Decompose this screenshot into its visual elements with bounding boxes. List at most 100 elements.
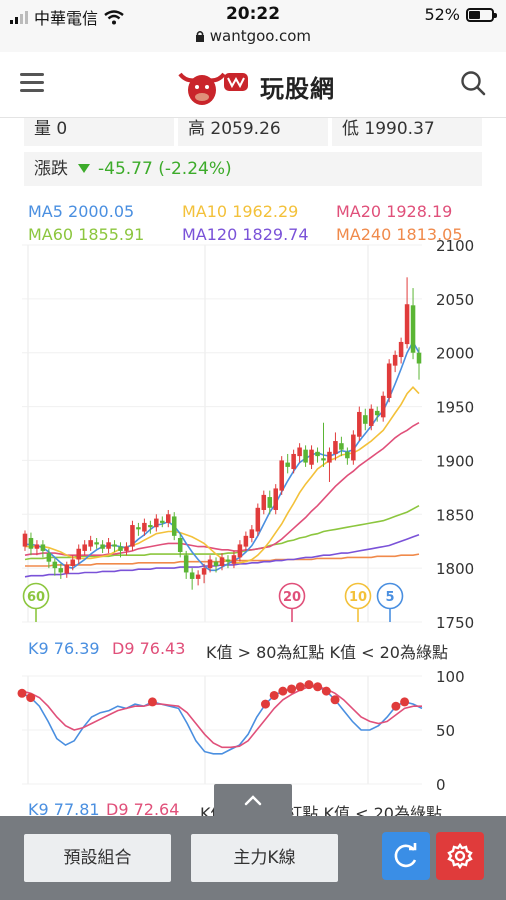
candle-body <box>94 542 99 545</box>
candle-body <box>22 533 28 547</box>
y-tick-label: 1800 <box>436 560 474 578</box>
change-label: 漲跌 <box>34 159 68 179</box>
ma5-line <box>25 340 420 572</box>
y-tick-label: 2050 <box>436 291 474 309</box>
overbought-dot <box>391 701 401 711</box>
candle-body <box>339 443 344 450</box>
candle-body <box>136 527 141 530</box>
battery-icon <box>466 7 497 22</box>
candle-body <box>76 548 81 560</box>
expand-panel-tab[interactable] <box>214 784 292 818</box>
preset-combo-button[interactable]: 預設組合 <box>24 834 171 882</box>
url-bar[interactable]: wantgoo.com <box>0 27 506 45</box>
ma-marker-circle <box>22 582 50 610</box>
gear-icon <box>447 842 473 870</box>
volume-cell: 量 0 <box>24 118 174 146</box>
candle-body <box>315 451 320 457</box>
candle-body <box>225 559 231 562</box>
chevron-up-icon <box>244 795 262 806</box>
candle-body <box>285 462 290 467</box>
candle-body <box>70 559 76 566</box>
candle-body <box>261 494 267 510</box>
candle-body <box>100 544 105 549</box>
low-value: 1990.37 <box>364 119 435 139</box>
candle-body <box>106 542 111 549</box>
overbought-dot <box>304 680 314 690</box>
candlestick-chart[interactable]: 2100 2050 2000 1950 1900 1850 1800 1750 60 20 10 5 <box>0 240 506 630</box>
overbought-dot <box>278 686 288 696</box>
candle-body <box>255 507 261 532</box>
candle-body <box>112 544 117 547</box>
candle-body <box>189 572 195 579</box>
candle-body <box>249 529 255 538</box>
ma-marker-label: 10 <box>349 590 367 605</box>
candle-body <box>142 522 147 532</box>
overbought-dot <box>269 690 279 700</box>
candle-body <box>52 561 58 569</box>
overbought-dot <box>321 686 331 696</box>
candle-body <box>297 447 302 457</box>
url-text: wantgoo.com <box>209 27 312 45</box>
status-bar: 中華電信 20:22 wantgoo.com 52% <box>0 0 506 52</box>
site-header: 玩股網 <box>0 52 506 118</box>
candle-body <box>130 525 135 547</box>
candle-body <box>357 411 362 437</box>
ma-marker-circle <box>278 582 306 610</box>
overbought-dot <box>26 693 36 703</box>
candle-body <box>363 415 368 424</box>
k9-line <box>21 683 423 755</box>
search-icon[interactable] <box>460 70 486 96</box>
candle-body <box>404 304 410 345</box>
cellular-signal-icon <box>10 10 28 24</box>
down-triangle-icon <box>78 164 90 173</box>
y-tick-label: 1750 <box>436 614 474 630</box>
overbought-dot <box>287 684 297 694</box>
candle-body <box>303 449 308 463</box>
candle-body <box>207 559 213 569</box>
high-value: 2059.26 <box>210 119 281 139</box>
change-value: -45.77 (-2.24%) <box>98 159 232 179</box>
refresh-icon <box>394 843 417 868</box>
site-logo[interactable]: 玩股網 <box>178 64 335 108</box>
k9-label: K9 76.39 <box>28 639 100 658</box>
d9-label: D9 76.43 <box>112 639 186 658</box>
refresh-button[interactable] <box>382 832 430 880</box>
main-force-kline-button[interactable]: 主力K線 <box>191 834 338 882</box>
menu-icon[interactable] <box>20 73 44 93</box>
settings-button[interactable] <box>436 832 484 880</box>
candle-body <box>368 408 374 426</box>
lock-icon <box>195 27 210 45</box>
high-cell: 高 2059.26 <box>178 118 328 146</box>
candle-body <box>333 441 338 454</box>
candle-body <box>213 561 219 566</box>
y-tick-label: 2000 <box>436 345 474 363</box>
ma20-label: MA20 1928.19 <box>336 202 453 221</box>
candle-body <box>124 546 129 551</box>
kd-note: K值 > 80為紅點 K值 < 20為綠點 <box>206 643 448 662</box>
overbought-dot <box>400 697 410 707</box>
y-tick-label: 0 <box>436 776 446 790</box>
overbought-dot <box>313 682 323 692</box>
ma5-label: MA5 2000.05 <box>28 202 135 221</box>
candle-body <box>219 557 225 566</box>
ma120-label: MA120 1829.74 <box>182 225 309 244</box>
ma60-label: MA60 1855.91 <box>28 225 145 244</box>
d9-line <box>21 685 422 749</box>
ma-marker-label: 20 <box>283 590 301 605</box>
y-tick-label: 1950 <box>436 399 474 417</box>
ma-marker-circle <box>344 582 372 610</box>
high-label: 高 <box>188 119 205 139</box>
bottom-toolbar: 預設組合 主力K線 <box>0 816 506 900</box>
candle-body <box>374 410 380 416</box>
volume-label: 量 <box>34 119 51 139</box>
y-tick-label: 50 <box>436 722 455 740</box>
candle-body <box>177 537 183 552</box>
ma-marker: 10 <box>344 582 372 622</box>
d9-label-2: D9 72.64 <box>106 800 180 819</box>
candle-body <box>46 553 52 562</box>
candle-body <box>195 574 201 579</box>
candle-body <box>416 352 422 364</box>
candle-body <box>58 568 64 573</box>
candle-body <box>183 555 189 573</box>
kd-chart[interactable]: 100 50 0 <box>0 670 506 790</box>
